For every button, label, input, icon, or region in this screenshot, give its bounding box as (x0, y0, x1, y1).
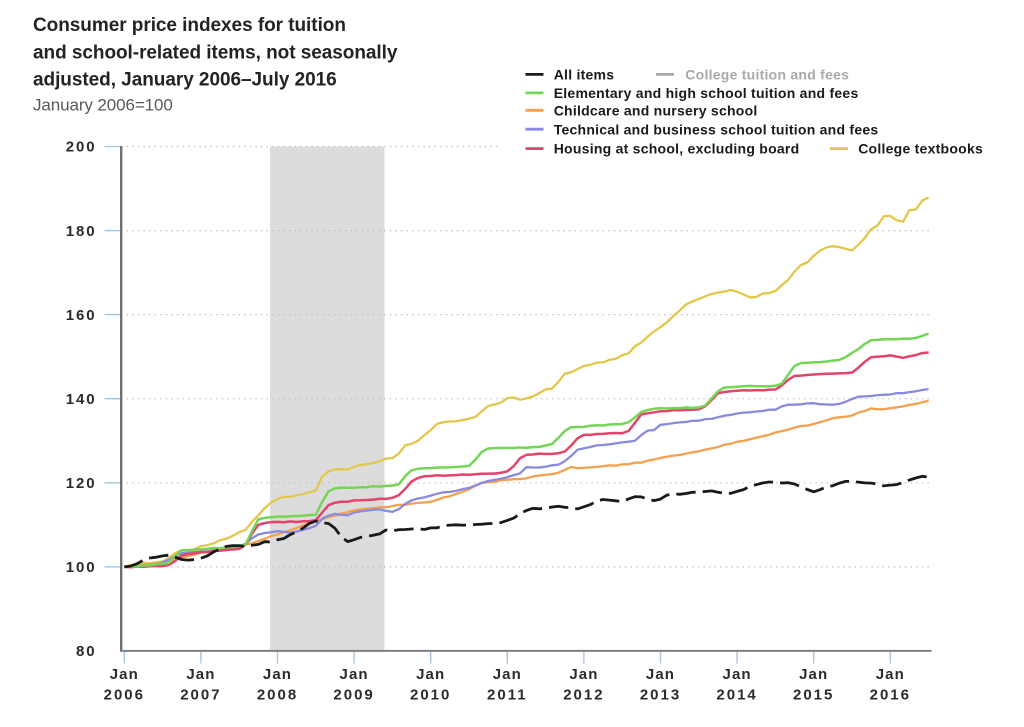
svg-text:Jan: Jan (340, 666, 369, 683)
svg-text:adjusted, January 2006–July 20: adjusted, January 2006–July 2016 (33, 70, 337, 91)
svg-text:Housing at school, excluding b: Housing at school, excluding board (554, 141, 800, 157)
svg-text:Jan: Jan (263, 666, 292, 683)
svg-text:Jan: Jan (186, 666, 215, 683)
svg-text:Elementary and high school tui: Elementary and high school tuition and f… (554, 85, 859, 101)
svg-text:140: 140 (66, 391, 97, 408)
svg-text:2016: 2016 (870, 687, 911, 704)
svg-text:All items: All items (554, 67, 615, 83)
svg-text:Jan: Jan (876, 666, 905, 683)
svg-text:2006: 2006 (104, 687, 145, 704)
svg-text:Jan: Jan (569, 666, 598, 683)
svg-text:College tuition and fees: College tuition and fees (685, 67, 849, 83)
svg-text:January 2006=100: January 2006=100 (33, 96, 173, 115)
svg-text:200: 200 (66, 139, 97, 156)
svg-text:Consumer price indexes for tui: Consumer price indexes for tuition (33, 15, 346, 36)
svg-text:2009: 2009 (333, 687, 374, 704)
svg-text:2010: 2010 (410, 687, 451, 704)
svg-text:Jan: Jan (110, 666, 139, 683)
svg-text:100: 100 (66, 559, 97, 576)
svg-text:120: 120 (66, 475, 97, 492)
svg-text:2015: 2015 (793, 687, 834, 704)
svg-text:2012: 2012 (563, 687, 604, 704)
svg-text:2014: 2014 (716, 687, 757, 704)
svg-text:Jan: Jan (723, 666, 752, 683)
svg-text:Jan: Jan (799, 666, 828, 683)
svg-text:Childcare and nursery school: Childcare and nursery school (554, 102, 758, 118)
svg-text:160: 160 (66, 307, 97, 324)
svg-text:and school-related items, not: and school-related items, not seasonally (33, 42, 398, 63)
svg-text:Jan: Jan (416, 666, 445, 683)
svg-text:180: 180 (66, 223, 97, 240)
svg-text:Technical and business school: Technical and business school tuition an… (554, 121, 879, 137)
svg-text:Jan: Jan (493, 666, 522, 683)
svg-text:2011: 2011 (487, 687, 528, 704)
svg-text:2013: 2013 (640, 687, 681, 704)
svg-text:80: 80 (76, 643, 97, 660)
svg-text:2008: 2008 (257, 687, 298, 704)
svg-text:2007: 2007 (180, 687, 221, 704)
svg-text:College textbooks: College textbooks (858, 141, 983, 157)
svg-text:Jan: Jan (646, 666, 675, 683)
